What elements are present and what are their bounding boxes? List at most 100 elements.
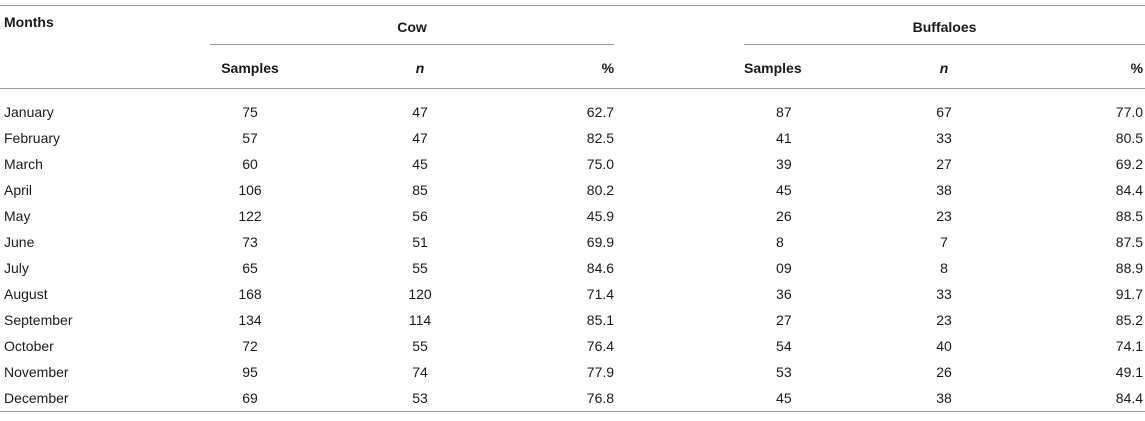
buf-pct-cell: 85.2 (1115, 312, 1144, 328)
cow-n-cell: 114 (408, 312, 432, 328)
buf-pct-cell: 77.0 (1115, 104, 1144, 120)
month-cell: June (4, 234, 35, 250)
cow-n-cell: 47 (412, 130, 428, 146)
buf-n-cell: 23 (936, 312, 952, 328)
cow-samples-cell: 106 (238, 182, 262, 198)
table-row: April 106 85 80.2 45 38 84.4 (0, 177, 1145, 203)
cow-samples-cell: 75 (242, 104, 258, 120)
buf-samples-cell: 26 (776, 208, 792, 224)
cow-pct-cell: 75.0 (586, 156, 615, 172)
cow-samples-cell: 73 (242, 234, 258, 250)
buffaloes-group-label: Buffaloes (744, 10, 1145, 45)
buf-pct-cell: 69.2 (1115, 156, 1144, 172)
buf-samples-cell: 54 (776, 338, 792, 354)
cow-pct-cell: 71.4 (586, 286, 615, 302)
buf-pct-cell: 74.1 (1115, 338, 1144, 354)
buf-n-header: n (884, 48, 1005, 89)
cow-n-cell: 55 (412, 260, 428, 276)
month-cell: October (4, 338, 54, 354)
gap-cell (614, 125, 744, 151)
buf-samples-cell: 39 (776, 156, 792, 172)
buf-pct-cell: 88.5 (1115, 208, 1144, 224)
buf-n-cell: 38 (884, 385, 1005, 412)
buf-pct-cell: 80.5 (1115, 130, 1144, 146)
buf-n-cell: 7 (940, 234, 948, 250)
table-row: March 60 45 75.0 39 27 69.2 (0, 151, 1145, 177)
cow-pct-cell: 84.6 (586, 260, 615, 276)
cow-group-label: Cow (210, 10, 615, 45)
buf-n-cell: 67 (936, 104, 952, 120)
buf-n-cell: 33 (936, 130, 952, 146)
cow-pct-cell: 62.7 (586, 104, 615, 120)
buf-samples-cell: 53 (776, 364, 792, 380)
cow-pct-cell: 77.9 (586, 364, 615, 380)
cow-n-cell: 55 (412, 338, 428, 354)
cow-pct-cell: 69.9 (586, 234, 615, 250)
buf-pct-header: % (1004, 48, 1145, 89)
gap-cell (614, 333, 744, 359)
buf-samples-cell: 87 (776, 104, 792, 120)
cow-n-cell: 45 (412, 156, 428, 172)
buf-samples-cell: 36 (776, 286, 792, 302)
cow-samples-cell: 122 (238, 208, 262, 224)
buf-n-cell: 27 (936, 156, 952, 172)
buf-pct-cell: 84.4 (1004, 385, 1145, 412)
cow-group-header: Cow (150, 5, 615, 48)
cow-samples-cell: 57 (242, 130, 258, 146)
buf-samples-cell: 45 (776, 182, 792, 198)
table-row: January 75 47 62.7 87 67 77.0 (0, 99, 1145, 125)
buf-pct-cell: 84.4 (1115, 182, 1144, 198)
month-cell: April (4, 182, 33, 198)
cow-samples-cell: 69 (150, 385, 350, 412)
month-cell: September (4, 312, 73, 328)
cow-pct-header: % (490, 48, 615, 89)
empty-corner (0, 48, 150, 89)
table-row: May 122 56 45.9 26 23 88.5 (0, 203, 1145, 229)
month-cell: December (0, 385, 150, 412)
table-row: July 65 55 84.6 09 8 88.9 (0, 255, 1145, 281)
buf-n-cell: 8 (940, 260, 948, 276)
buf-samples-cell: 27 (776, 312, 792, 328)
month-cell: November (4, 364, 69, 380)
gap-cell (614, 151, 744, 177)
data-table: Months Cow Buffaloes Samples n % Samples… (0, 5, 1145, 412)
sub-gap (614, 48, 745, 89)
table-row: September 134 114 85.1 27 23 85.2 (0, 307, 1145, 333)
buf-pct-cell: 87.5 (1115, 234, 1144, 250)
table-row: October 72 55 76.4 54 40 74.1 (0, 333, 1145, 359)
month-cell: May (4, 208, 31, 224)
buf-pct-cell: 91.7 (1115, 286, 1144, 302)
month-cell: January (4, 104, 54, 120)
gap-cell (614, 307, 744, 333)
month-cell: August (4, 286, 48, 302)
gap-cell (614, 99, 744, 125)
buf-samples-cell: 09 (776, 260, 792, 276)
buf-samples-cell: 45 (744, 385, 885, 412)
cow-pct-cell: 82.5 (586, 130, 615, 146)
cow-pct-cell: 76.8 (490, 385, 615, 412)
cow-samples-cell: 134 (238, 312, 262, 328)
cow-pct-cell: 80.2 (586, 182, 615, 198)
table-row: June 73 51 69.9 8 7 87.5 (0, 229, 1145, 255)
buf-samples-cell: 8 (776, 234, 784, 250)
cow-n-header: n (350, 48, 490, 89)
table-body: January 75 47 62.7 87 67 77.0 February 57 47 82.5 4… (0, 89, 1145, 412)
month-cell: March (4, 156, 43, 172)
cow-samples-cell: 95 (242, 364, 258, 380)
cow-n-cell: 85 (412, 182, 428, 198)
cow-samples-header: Samples (150, 48, 350, 89)
cow-n-cell: 47 (412, 104, 428, 120)
cow-pct-cell: 76.4 (586, 338, 615, 354)
buffaloes-group-header: Buffaloes (744, 5, 1145, 48)
header-row-groups: Months Cow Buffaloes (0, 5, 1145, 48)
cow-pct-cell: 85.1 (586, 312, 615, 328)
gap-cell (614, 281, 744, 307)
table-row: August 168 120 71.4 36 33 91.7 (0, 281, 1145, 307)
gap-cell (614, 359, 744, 385)
gap-cell (614, 203, 744, 229)
gap-cell (614, 229, 744, 255)
cow-samples-cell: 72 (242, 338, 258, 354)
table-row: February 57 47 82.5 41 33 80.5 (0, 125, 1145, 151)
cow-samples-cell: 65 (242, 260, 258, 276)
